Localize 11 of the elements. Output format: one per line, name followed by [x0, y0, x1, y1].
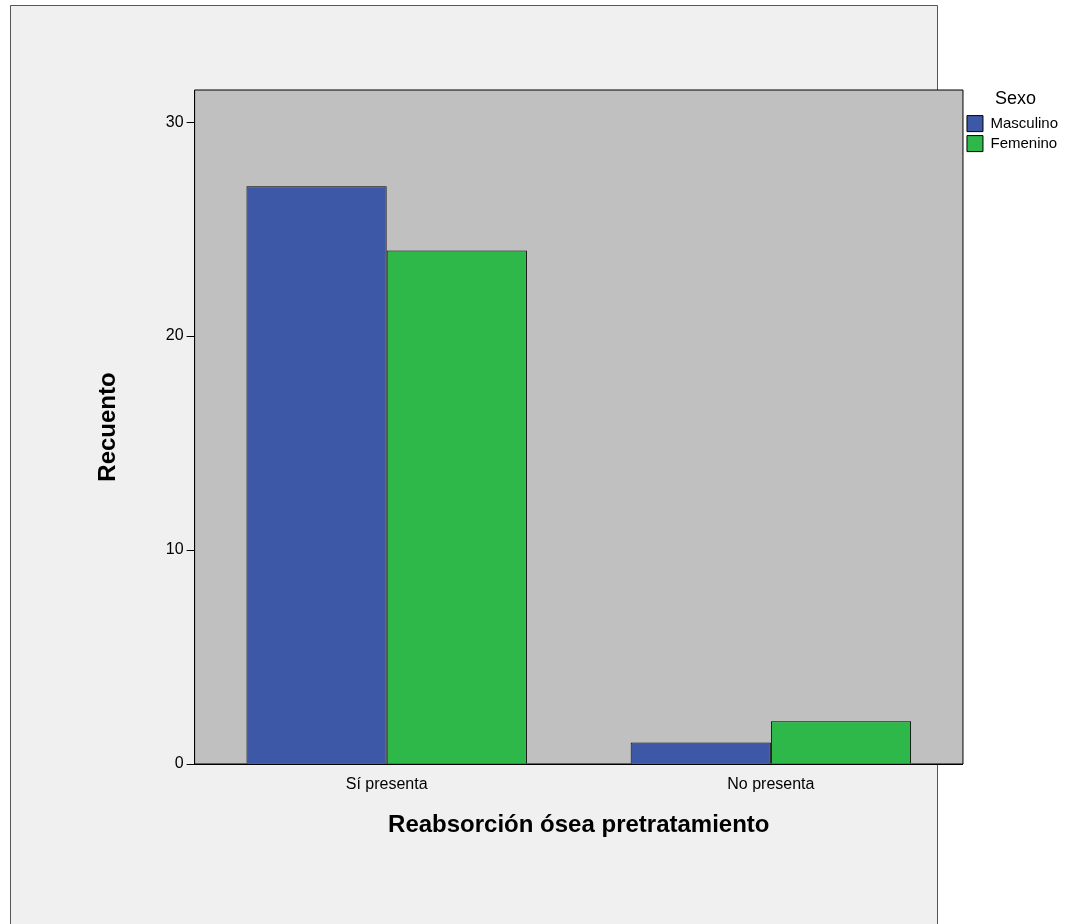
y-tick-label: 0 [174, 754, 184, 772]
legend-label: Femenino [990, 133, 1058, 151]
x-axis-title: Reabsorción ósea pretratamiento [388, 810, 770, 838]
x-tick-label: No presenta [727, 775, 815, 793]
legend-label: Masculino [990, 113, 1058, 131]
y-axis-title: Recuento [93, 372, 121, 482]
y-tick-label: 30 [165, 112, 184, 130]
y-tick-label: 20 [165, 326, 184, 344]
x-tick-label: Sí presenta [345, 775, 428, 793]
y-tick-label: 10 [165, 540, 184, 558]
legend-title: Sexo [994, 87, 1036, 108]
